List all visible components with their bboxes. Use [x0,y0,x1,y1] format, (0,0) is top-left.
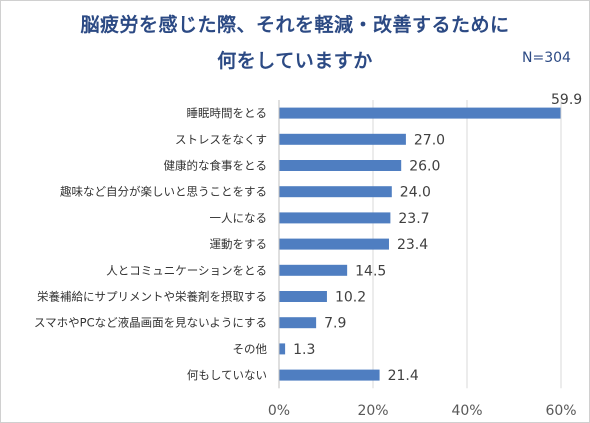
value-label: 26.0 [409,159,440,175]
bar [279,107,561,119]
value-label: 7.9 [324,316,346,332]
bar [279,317,317,329]
x-tick-label: 0% [268,403,290,419]
value-label: 14.5 [355,263,386,279]
bar [279,186,392,198]
value-label: 27.0 [414,132,445,148]
category-label: 一人になる [210,211,268,225]
bar [279,264,348,276]
chart-title-line-2: 何をしていますか [217,50,373,72]
value-label: 23.7 [398,211,429,227]
bar [279,133,406,145]
category-label: 趣味など自分が楽しいと思うことをする [60,185,267,199]
value-label: 1.3 [293,342,315,358]
value-label: 10.2 [335,290,366,306]
bar [279,369,380,381]
x-tick-label: 60% [545,403,576,419]
bar [279,160,402,171]
chart-title-line-1: 脳疲労を感じた際、それを軽減・改善するために [80,14,510,36]
category-label: スマホやPCなど液晶画面を見ないようにする [34,316,267,330]
x-tick-label: 40% [451,403,482,419]
bar [279,212,391,224]
category-label: その他 [233,342,268,356]
value-label: 24.0 [400,185,431,201]
bar [279,291,327,302]
bar [279,238,389,250]
bar [279,343,286,355]
category-label: 人とコミュニケーションをとる [106,263,267,277]
category-label: 健康的な食事をとる [164,159,268,173]
value-label: 59.9 [551,92,582,108]
category-label: ストレスをなくす [175,132,267,146]
value-label: 21.4 [388,368,419,384]
value-label: 23.4 [397,237,428,253]
category-label: 睡眠時間をとる [187,106,268,120]
category-label: 栄養補給にサプリメントや栄養剤を摂取する [37,290,267,304]
category-label: 何もしていない [187,368,267,382]
sample-size-note: N=304 [522,50,571,66]
category-label: 運動をする [210,237,268,251]
x-tick-label: 20% [357,403,388,419]
